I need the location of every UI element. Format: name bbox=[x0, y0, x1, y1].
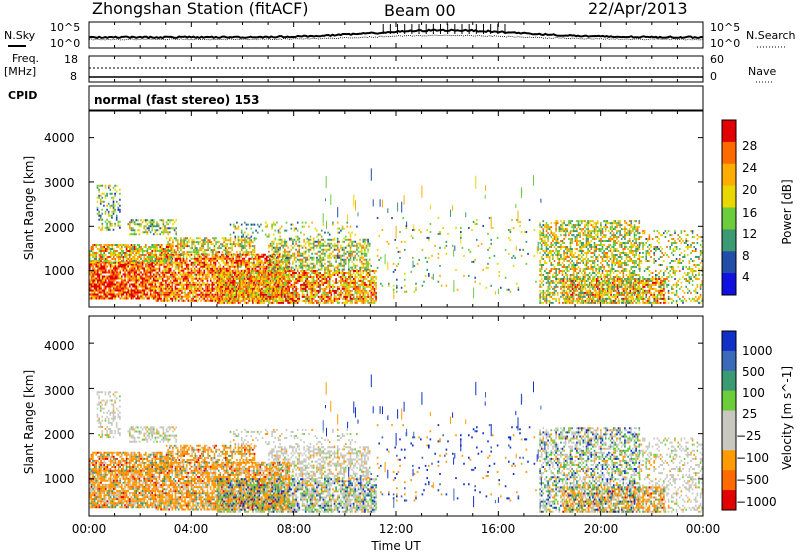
velocity-colorbar-segment bbox=[722, 430, 736, 451]
mode-text: normal (fast stereo) 153 bbox=[94, 93, 260, 107]
date-label: 22/Apr/2013 bbox=[588, 0, 688, 18]
velocity-cb-tick: −1000 bbox=[736, 495, 777, 509]
velocity-ytick: 4000 bbox=[44, 339, 75, 353]
power-colorbar-segment bbox=[722, 251, 736, 274]
power-cb-tick: 8 bbox=[742, 249, 750, 263]
velocity-ytick: 1000 bbox=[44, 472, 75, 486]
time-tick: 00:00 bbox=[71, 522, 107, 536]
velocity-cb-tick: 100 bbox=[742, 386, 765, 400]
freq-unit: [MHz] bbox=[4, 65, 37, 78]
power-cb-tick: 4 bbox=[742, 270, 750, 284]
velocity-colorbar-segment bbox=[722, 390, 736, 412]
nsky-label: N.Sky bbox=[4, 29, 36, 42]
nsearch-tick-high: 10^5 bbox=[710, 21, 741, 34]
velocity-colorbar-segment bbox=[722, 331, 736, 352]
power-cb-tick: 24 bbox=[742, 161, 758, 175]
power-colorbar-segment bbox=[722, 273, 736, 296]
freq-label: Freq. bbox=[12, 52, 40, 65]
time-tick: 00:00 bbox=[685, 522, 721, 536]
station-title: Zhongshan Station (fitACF) bbox=[92, 0, 309, 18]
velocity-colorbar-frame bbox=[721, 330, 737, 511]
time-tick: 20:00 bbox=[583, 522, 619, 536]
time-tick: 16:00 bbox=[480, 522, 516, 536]
freq-tick-high: 18 bbox=[64, 53, 78, 66]
power-cb-tick: 12 bbox=[742, 227, 758, 241]
nsky-tick-low: 10^0 bbox=[50, 37, 81, 50]
velocity-colorbar-segment bbox=[722, 370, 736, 392]
velocity-ytick: 3000 bbox=[44, 384, 75, 398]
power-cb-label: Power [dB] bbox=[780, 179, 794, 245]
power-colorbar-segment bbox=[722, 185, 736, 208]
beam-label: Beam 00 bbox=[384, 1, 456, 20]
freq-tick-low: 8 bbox=[70, 70, 77, 83]
power-colorbar-segment bbox=[722, 141, 736, 165]
velocity-scatter bbox=[216, 374, 641, 513]
nave-tick-high: 60 bbox=[710, 53, 724, 66]
power-colorbar-segment bbox=[722, 120, 736, 143]
power-colorbar-frame bbox=[721, 119, 737, 296]
power-ytick: 1000 bbox=[44, 264, 75, 278]
nsearch-label: N.Search bbox=[746, 29, 796, 42]
velocity-cb-tick: 1000 bbox=[742, 344, 773, 358]
velocity-ylabel: Slant Range [km] bbox=[22, 369, 36, 475]
power-cb-tick: 28 bbox=[742, 139, 758, 153]
velocity-colorbar-segment bbox=[722, 490, 736, 511]
time-tick: 12:00 bbox=[378, 522, 414, 536]
power-cb-tick: 20 bbox=[742, 183, 758, 197]
velocity-cb-tick: 500 bbox=[742, 365, 765, 379]
nave-label: Nave bbox=[748, 65, 777, 78]
velocity-cb-label: Velocity [m s^-1] bbox=[780, 365, 794, 471]
velocity-ytick: 2000 bbox=[44, 428, 75, 442]
power-scatter bbox=[89, 220, 702, 304]
power-colorbar-segment bbox=[722, 163, 736, 187]
power-scatter bbox=[96, 192, 121, 229]
velocity-cb-tick: −500 bbox=[736, 473, 769, 487]
power-scatter bbox=[90, 175, 704, 304]
time-axis-label: Time UT bbox=[371, 539, 421, 553]
velocity-cb-tick: 25 bbox=[742, 407, 758, 421]
time-tick: 08:00 bbox=[276, 522, 312, 536]
power-colorbar-segment bbox=[722, 229, 736, 252]
nsky-line bbox=[88, 28, 704, 40]
velocity-colorbar-segment bbox=[722, 410, 736, 431]
power-ytick: 4000 bbox=[44, 131, 75, 145]
velocity-colorbar-segment bbox=[722, 470, 736, 491]
velocity-cb-tick: −100 bbox=[736, 451, 769, 465]
nsky-tick-high: 10^5 bbox=[50, 21, 81, 34]
cpid-panel-frame bbox=[88, 85, 704, 111]
nsearch-line bbox=[88, 34, 704, 41]
cpid-label: CPID bbox=[8, 89, 38, 102]
velocity-colorbar-segment bbox=[722, 350, 736, 372]
nsearch-tick-low: 10^0 bbox=[710, 37, 741, 50]
power-colorbar-segment bbox=[722, 207, 736, 230]
power-ytick: 3000 bbox=[44, 176, 75, 190]
nave-tick-low: 0 bbox=[710, 70, 717, 83]
power-ytick: 2000 bbox=[44, 221, 75, 235]
power-cb-tick: 16 bbox=[742, 206, 758, 220]
time-tick: 04:00 bbox=[173, 522, 209, 536]
velocity-colorbar-segment bbox=[722, 450, 736, 471]
power-ylabel: Slant Range [km] bbox=[22, 155, 36, 261]
velocity-cb-tick: −25 bbox=[736, 429, 762, 443]
